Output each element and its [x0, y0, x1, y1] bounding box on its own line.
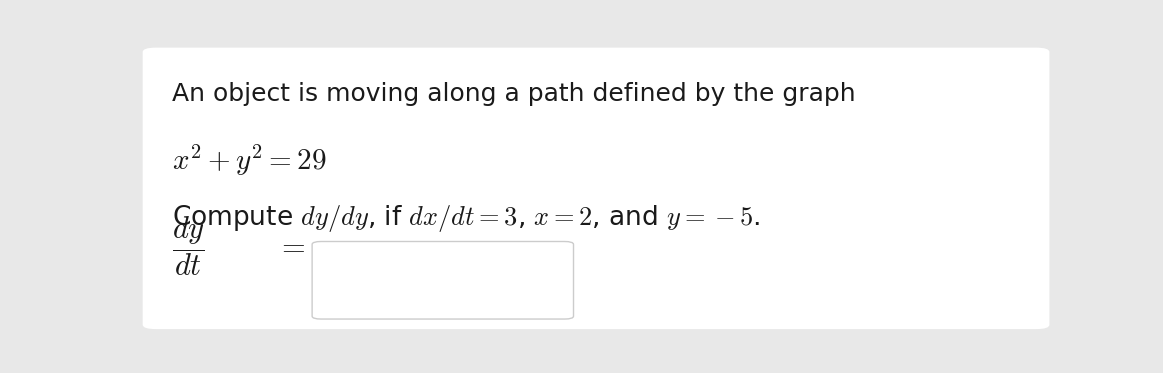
FancyBboxPatch shape: [143, 48, 1049, 329]
FancyBboxPatch shape: [312, 241, 573, 319]
Text: $=$: $=$: [276, 231, 306, 260]
Text: Compute $dy/dy$, if $dx/dt = 3$, $x = 2$, and $y = -5$.: Compute $dy/dy$, if $dx/dt = 3$, $x = 2$…: [172, 203, 761, 234]
Text: An object is moving along a path defined by the graph: An object is moving along a path defined…: [172, 82, 856, 106]
Text: $x^2 + y^2 = 29$: $x^2 + y^2 = 29$: [172, 142, 327, 178]
Text: $\dfrac{dy}{dt}$: $\dfrac{dy}{dt}$: [172, 214, 206, 278]
